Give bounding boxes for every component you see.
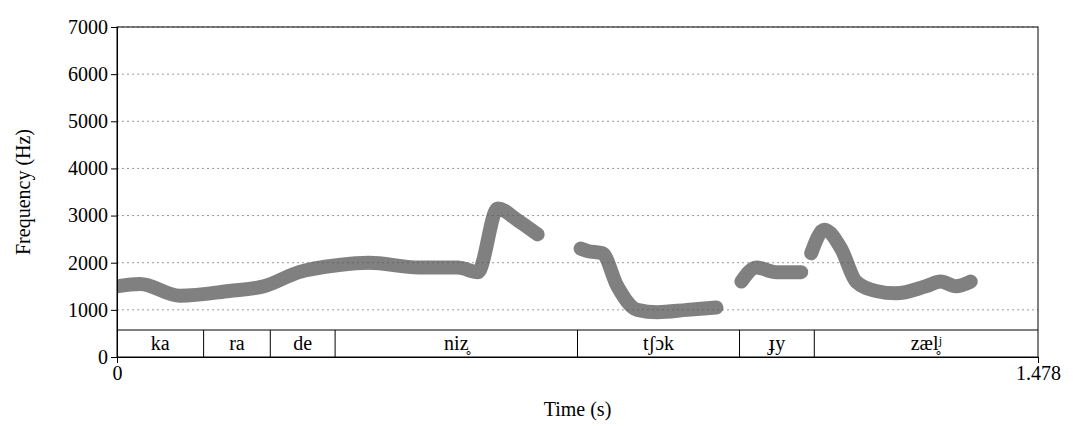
x-axis-title: Time (s): [544, 398, 612, 421]
grid-line: [117, 262, 1038, 263]
grid-line: [117, 215, 1038, 216]
tick-mark: [111, 121, 117, 122]
formant-track: [117, 209, 971, 313]
segment-label: niz̥: [444, 332, 470, 355]
y-axis-title: Frequency (Hz): [12, 129, 35, 255]
segment: [814, 330, 1038, 357]
tick-mark: [111, 310, 117, 311]
segment: [117, 330, 204, 357]
segment-label: ka: [151, 332, 170, 354]
tick-mark: [111, 168, 117, 169]
segment: [740, 330, 815, 357]
plot-area: [117, 209, 971, 313]
y-axis: 0 1000 2000 3000 4000 5000 6000 7000: [68, 16, 118, 368]
segment-boundary: [814, 330, 815, 357]
segment-label: zæl̥ʲ: [911, 332, 942, 355]
tick: 1.478: [1016, 357, 1061, 384]
tick-label: 1000: [68, 299, 108, 321]
grid-line: [117, 168, 1038, 169]
segment: [270, 330, 335, 357]
segment-label: de: [293, 332, 312, 354]
tick-label: 7000: [68, 16, 108, 38]
tick-mark: [111, 357, 117, 358]
segment: [204, 330, 271, 357]
segment-tier: ka ra de niz̥ tʃɔk ɟy zæl̥ʲ: [117, 330, 1038, 357]
segment-boundary: [203, 330, 204, 357]
tick-mark: [111, 216, 117, 217]
grid: [117, 27, 1038, 357]
segment-boundary: [335, 330, 336, 357]
tick-label: 3000: [68, 204, 108, 226]
x-axis: 0 1.478: [113, 357, 1062, 384]
axis-line: [118, 358, 1039, 364]
segment-label: ra: [229, 332, 245, 354]
tick-mark: [111, 263, 117, 264]
tick-label: 0: [98, 346, 108, 368]
tick: 3000: [68, 204, 117, 226]
segment-label: ɟy: [767, 332, 786, 355]
tick-label: 2000: [68, 252, 108, 274]
tick-mark: [111, 27, 117, 28]
tick: 7000: [68, 16, 117, 38]
tier-background: [117, 330, 1038, 357]
tick-label: 4000: [68, 157, 108, 179]
grid-line: [117, 309, 1038, 310]
tick: 4000: [68, 157, 117, 179]
tick-label: 0: [113, 362, 123, 384]
tick: 1000: [68, 299, 117, 321]
tick: 2000: [68, 252, 117, 274]
axis-line: [111, 28, 118, 358]
segment-boundary: [739, 330, 740, 357]
tick: 0: [113, 357, 123, 384]
segment: [578, 330, 740, 357]
tick-label: 6000: [68, 63, 108, 85]
tick: 5000: [68, 110, 117, 132]
segment: [335, 330, 577, 357]
tick-label: 5000: [68, 110, 108, 132]
chart: ka ra de niz̥ tʃɔk ɟy zæl̥ʲ 0 1000 2000 3000 4000 50…: [0, 0, 1073, 426]
segment-boundary: [577, 330, 578, 357]
grid-line: [117, 74, 1038, 75]
grid-line: [117, 121, 1038, 122]
segment-boundary: [270, 330, 271, 357]
tick: 6000: [68, 63, 117, 85]
segment-label: tʃɔk: [643, 332, 674, 355]
plot-frame: [117, 27, 1038, 357]
tick-mark: [111, 74, 117, 75]
tick-label: 1.478: [1016, 362, 1061, 384]
